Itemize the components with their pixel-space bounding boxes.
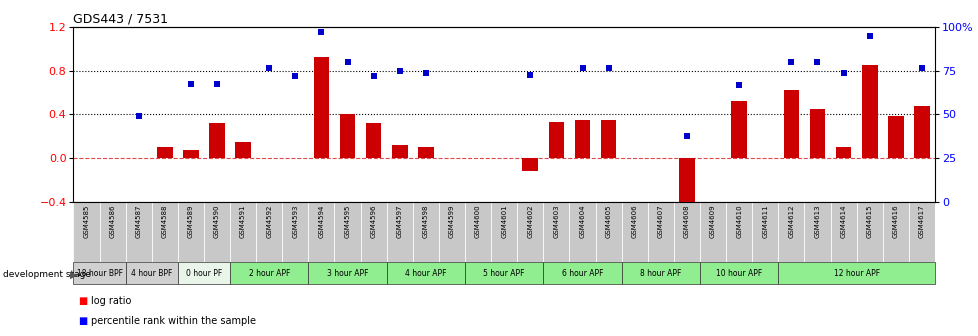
Text: log ratio: log ratio [91, 296, 131, 306]
Bar [366, 123, 381, 158]
Bar [209, 123, 225, 158]
Bar [391, 145, 407, 158]
Text: GSM4610: GSM4610 [735, 205, 741, 238]
Bar [339, 114, 355, 158]
Bar [679, 158, 694, 212]
Text: GSM4609: GSM4609 [709, 205, 715, 238]
Text: GSM4612: GSM4612 [787, 205, 793, 238]
Text: GSM4606: GSM4606 [631, 205, 637, 238]
Text: GSM4616: GSM4616 [892, 205, 898, 238]
Text: GSM4608: GSM4608 [684, 205, 689, 238]
Bar [600, 120, 616, 158]
Text: GSM4595: GSM4595 [344, 205, 350, 238]
Text: development stage: development stage [3, 270, 91, 279]
Text: 6 hour APF: 6 hour APF [561, 268, 602, 278]
Text: GSM4589: GSM4589 [188, 205, 194, 238]
Bar [731, 101, 746, 158]
Text: ■: ■ [78, 316, 87, 326]
Bar [156, 147, 172, 158]
Bar [230, 262, 308, 284]
Bar [548, 122, 563, 158]
Bar [574, 120, 590, 158]
Bar [235, 141, 250, 158]
Text: 5 hour APF: 5 hour APF [483, 268, 524, 278]
Text: 4 hour BPF: 4 hour BPF [131, 268, 172, 278]
Text: GSM4588: GSM4588 [161, 205, 167, 238]
Text: percentile rank within the sample: percentile rank within the sample [91, 316, 256, 326]
Text: 12 hour APF: 12 hour APF [832, 268, 879, 278]
Bar [887, 116, 903, 158]
Text: GDS443 / 7531: GDS443 / 7531 [73, 13, 168, 26]
Bar [913, 106, 929, 158]
Bar [778, 262, 934, 284]
Text: GSM4597: GSM4597 [396, 205, 402, 238]
Text: 8 hour APF: 8 hour APF [640, 268, 681, 278]
Text: GSM4617: GSM4617 [918, 205, 924, 238]
Text: 18 hour BPF: 18 hour BPF [76, 268, 122, 278]
Text: GSM4600: GSM4600 [474, 205, 480, 238]
Text: GSM4602: GSM4602 [527, 205, 533, 238]
Bar [782, 90, 798, 158]
Text: 10 hour APF: 10 hour APF [715, 268, 762, 278]
Text: GSM4611: GSM4611 [762, 205, 768, 238]
Text: 4 hour APF: 4 hour APF [405, 268, 446, 278]
Bar [125, 262, 178, 284]
Text: GSM4598: GSM4598 [422, 205, 428, 238]
Text: GSM4596: GSM4596 [371, 205, 377, 238]
Text: GSM4614: GSM4614 [840, 205, 846, 238]
Bar [621, 262, 699, 284]
Bar [522, 158, 538, 171]
Bar [308, 262, 386, 284]
Bar [835, 147, 851, 158]
Text: GSM4599: GSM4599 [449, 205, 455, 238]
Text: GSM4607: GSM4607 [657, 205, 663, 238]
Text: GSM4587: GSM4587 [136, 205, 142, 238]
Text: GSM4601: GSM4601 [501, 205, 507, 238]
Text: 0 hour PF: 0 hour PF [186, 268, 222, 278]
Bar [386, 262, 465, 284]
Bar [699, 262, 778, 284]
Text: GSM4604: GSM4604 [579, 205, 585, 238]
Bar [183, 150, 199, 158]
Text: GSM4594: GSM4594 [318, 205, 324, 238]
Bar [178, 262, 230, 284]
Bar [418, 147, 433, 158]
Text: GSM4585: GSM4585 [83, 205, 89, 238]
Bar [809, 109, 824, 158]
Text: GSM4615: GSM4615 [866, 205, 871, 238]
Text: GSM4591: GSM4591 [240, 205, 245, 238]
Bar [543, 262, 621, 284]
Text: GSM4603: GSM4603 [553, 205, 558, 238]
Text: GSM4605: GSM4605 [605, 205, 611, 238]
Text: GSM4586: GSM4586 [110, 205, 115, 238]
Bar [465, 262, 543, 284]
Text: ■: ■ [78, 296, 87, 306]
Text: 2 hour APF: 2 hour APF [248, 268, 289, 278]
Text: GSM4592: GSM4592 [266, 205, 272, 238]
Text: ▶: ▶ [69, 269, 77, 280]
Bar [861, 65, 876, 158]
Text: 3 hour APF: 3 hour APF [327, 268, 368, 278]
Bar [73, 262, 125, 284]
Text: GSM4613: GSM4613 [814, 205, 820, 238]
Bar [313, 57, 329, 158]
Text: GSM4590: GSM4590 [214, 205, 220, 238]
Text: GSM4593: GSM4593 [292, 205, 298, 238]
